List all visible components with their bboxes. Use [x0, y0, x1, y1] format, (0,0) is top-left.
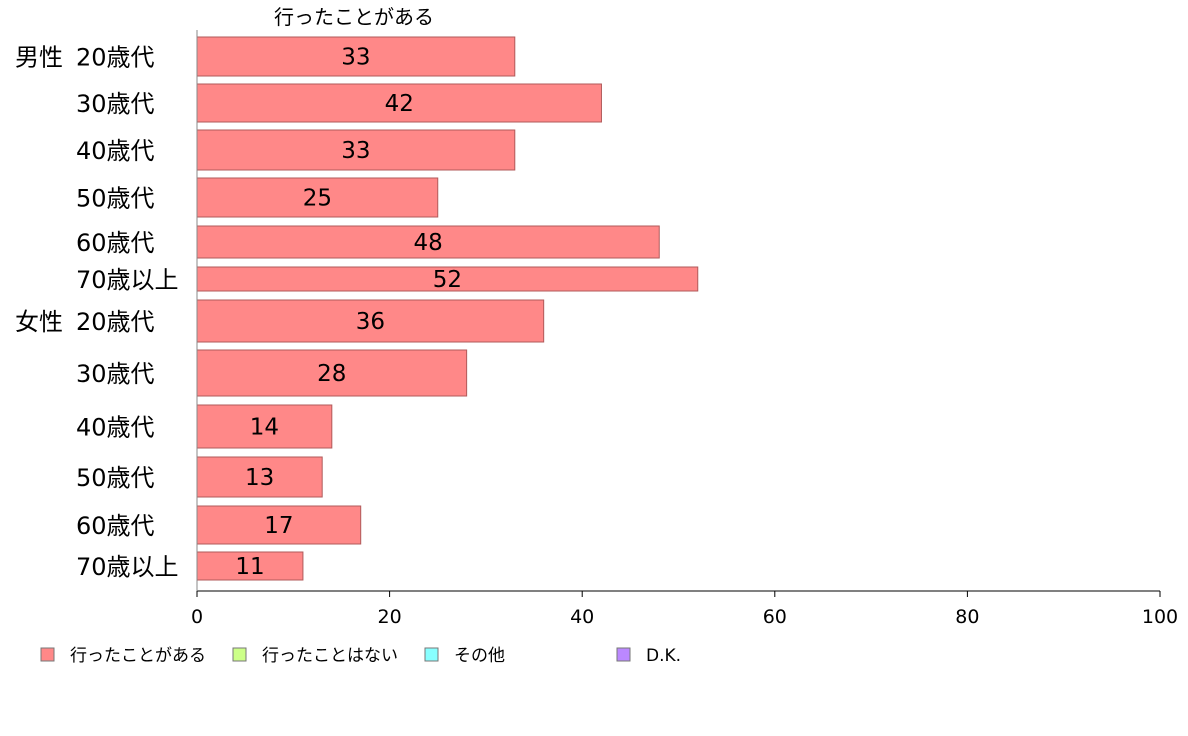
category-label: 60歳代 — [76, 229, 155, 257]
legend-label: 行ったことはない — [262, 646, 398, 666]
category-label: 40歳代 — [76, 414, 155, 442]
bar — [196, 551, 304, 581]
bar-value-label: 25 — [303, 186, 332, 212]
bar — [196, 456, 323, 498]
category-label: 30歳代 — [76, 360, 155, 388]
bar — [196, 299, 545, 343]
category-label: 40歳代 — [76, 137, 155, 165]
category-label: 20歳代 — [76, 308, 155, 336]
bar — [196, 129, 516, 171]
category-label: 70歳以上 — [76, 266, 179, 294]
bar-value-label: 52 — [433, 267, 462, 293]
category-label: 70歳以上 — [76, 553, 179, 581]
x-tick-label: 100 — [1142, 606, 1178, 628]
category-label: 60歳代 — [76, 512, 155, 540]
bar-value-label: 33 — [341, 138, 370, 164]
bar-value-label: 28 — [317, 361, 346, 387]
x-tick-label: 20 — [378, 606, 402, 628]
x-axis: 0 20 40 60 80 100 — [191, 30, 1178, 628]
bar-value-label: 13 — [245, 465, 274, 491]
category-label: 30歳代 — [76, 90, 155, 118]
bar — [196, 83, 602, 123]
legend: 行ったことがある 行ったことはない その他 D.K. — [40, 646, 681, 666]
bar — [196, 177, 439, 218]
group-label: 女性 — [15, 308, 63, 336]
bar — [196, 225, 660, 259]
bar-value-label: 17 — [264, 513, 293, 539]
legend-swatch — [40, 647, 55, 662]
column-header: 行ったことがある — [274, 5, 434, 29]
x-tick-label: 80 — [955, 606, 979, 628]
legend-swatch — [232, 647, 247, 662]
category-label: 20歳代 — [76, 44, 155, 72]
bar-value-label: 11 — [235, 554, 264, 580]
legend-label: D.K. — [646, 646, 681, 666]
bar-value-label: 14 — [250, 415, 279, 441]
bar-value-label: 36 — [356, 309, 385, 335]
bar — [196, 36, 516, 77]
bar-value-label: 48 — [413, 230, 442, 256]
bar-value-label: 42 — [385, 91, 414, 117]
x-tick-label: 40 — [570, 606, 594, 628]
category-label: 50歳代 — [76, 185, 155, 213]
group-label: 男性 — [15, 44, 63, 72]
bar-value-label: 33 — [341, 45, 370, 71]
category-label: 50歳代 — [76, 464, 155, 492]
x-tick-label: 60 — [763, 606, 787, 628]
x-tick-label: 0 — [191, 606, 203, 628]
category-labels-layer: 20歳代 30歳代 40歳代 50歳代 60歳代 70歳以上 20歳代 30歳代 40歳代 50歳… — [15, 44, 179, 582]
legend-label: その他 — [454, 646, 505, 666]
legend-swatch — [424, 647, 439, 662]
legend-swatch — [616, 647, 631, 662]
legend-label: 行ったことがある — [70, 646, 206, 666]
bar — [196, 505, 362, 545]
